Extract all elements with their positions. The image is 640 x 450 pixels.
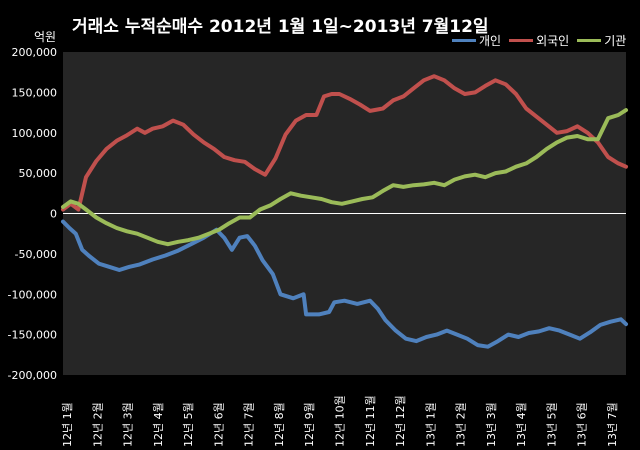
- x-tick-label: 13년 7월: [606, 402, 619, 447]
- x-tick-label: 12년 1월: [61, 402, 74, 447]
- y-tick-label: -100,000: [8, 288, 57, 301]
- x-tick-label: 13년 3월: [485, 402, 498, 447]
- y-tick-label: -50,000: [15, 248, 57, 261]
- x-tick-label: 13년 2월: [455, 402, 468, 447]
- legend-label-foreign: 외국인: [536, 34, 570, 48]
- x-tick-label: 12년 9월: [303, 402, 316, 447]
- y-tick-label: -150,000: [8, 329, 57, 342]
- y-tick-label: 50,000: [19, 167, 58, 180]
- x-tick-label: 13년 5월: [545, 402, 558, 447]
- legend-swatch-individual: [452, 39, 476, 42]
- x-tick-label: 12년 2월: [91, 402, 104, 447]
- y-tick-label: 150,000: [12, 86, 58, 99]
- series-lines: [61, 74, 628, 349]
- legend-label-individual: 개인: [479, 34, 502, 48]
- x-tick-label: 12년 6월: [212, 402, 225, 447]
- y-tick-label: 100,000: [12, 127, 58, 140]
- legend-label-institution: 기관: [604, 34, 627, 48]
- x-tick-label: 12년 8월: [273, 402, 286, 447]
- x-tick-label: 12년 3월: [122, 402, 135, 447]
- series-line-외국인: [61, 74, 628, 212]
- y-unit-label: 억원: [34, 30, 57, 44]
- y-tick-label: 200,000: [12, 46, 58, 59]
- series-line-개인: [61, 219, 628, 349]
- legend-item-foreign: 외국인: [509, 32, 569, 49]
- legend-swatch-institution: [577, 39, 602, 42]
- x-tick-label: 12년 5월: [182, 402, 195, 447]
- x-tick-label: 13년 1월: [424, 402, 437, 447]
- x-axis: 12년 1월 12년 2월 12년 3월 12년 4월 12년 5월 12년 6월 12년 …: [61, 395, 619, 447]
- x-tick-label: 13년 6월: [576, 402, 589, 447]
- y-tick-label: 0: [50, 208, 57, 221]
- legend-item-institution: 기관: [577, 32, 626, 49]
- x-tick-label: 13년 4월: [515, 402, 528, 447]
- x-tick-label: 12년 12월: [394, 395, 407, 447]
- x-tick-label: 12년 10월: [334, 395, 347, 447]
- series-line-기관: [61, 108, 628, 247]
- legend-item-individual: 개인: [452, 32, 501, 49]
- legend: 개인 외국인 기관: [452, 32, 626, 49]
- x-tick-label: 12년 7월: [243, 402, 256, 447]
- chart-title: 거래소 누적순매수 2012년 1월 1일~2013년 7월12일: [72, 17, 489, 37]
- y-tick-label: -200,000: [8, 369, 57, 382]
- y-axis: 200,000 150,000 100,000 50,000 0 -50,000 -100,…: [8, 46, 57, 382]
- legend-swatch-foreign: [509, 39, 534, 42]
- x-tick-label: 12년 11월: [364, 395, 377, 447]
- x-tick-label: 12년 4월: [152, 402, 165, 447]
